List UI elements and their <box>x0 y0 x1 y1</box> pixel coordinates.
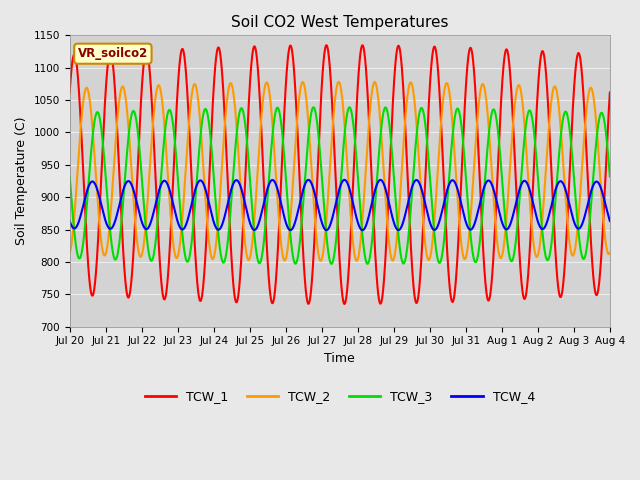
TCW_4 <box>273 184 281 190</box>
TCW_4 <box>340 177 348 183</box>
Line: TCW_1: TCW_1 <box>70 45 610 304</box>
Y-axis label: Soil Temperature (C): Soil Temperature (C) <box>15 117 28 245</box>
TCW_1 <box>296 190 304 195</box>
TCW_3 <box>296 236 304 241</box>
TCW_4 <box>127 181 135 187</box>
TCW_3 <box>328 261 335 267</box>
TCW_2 <box>66 250 74 256</box>
TCW_3 <box>538 218 545 224</box>
TCW_3 <box>346 104 353 110</box>
TCW_4 <box>66 218 74 224</box>
TCW_1 <box>273 264 281 270</box>
TCW_2 <box>335 79 342 84</box>
Title: Soil CO2 West Temperatures: Soil CO2 West Temperatures <box>231 15 449 30</box>
TCW_2 <box>127 163 135 169</box>
TCW_1 <box>340 301 348 307</box>
TCW_3 <box>159 146 167 152</box>
Text: VR_soilco2: VR_soilco2 <box>77 47 148 60</box>
TCW_4 <box>323 228 330 233</box>
TCW_1 <box>127 279 135 285</box>
Line: TCW_4: TCW_4 <box>70 180 610 230</box>
TCW_1 <box>606 90 614 96</box>
TCW_4 <box>538 226 545 231</box>
TCW_3 <box>606 174 614 180</box>
TCW_2 <box>538 227 545 233</box>
Line: TCW_2: TCW_2 <box>70 82 610 261</box>
TCW_2 <box>596 166 604 171</box>
TCW_3 <box>273 105 281 111</box>
TCW_1 <box>159 294 167 300</box>
TCW_2 <box>296 87 304 93</box>
TCW_3 <box>66 174 74 180</box>
TCW_1 <box>66 90 74 96</box>
Legend: TCW_1, TCW_2, TCW_3, TCW_4: TCW_1, TCW_2, TCW_3, TCW_4 <box>140 385 540 408</box>
TCW_4 <box>606 218 614 224</box>
TCW_2 <box>606 250 614 256</box>
TCW_3 <box>596 114 604 120</box>
TCW_4 <box>596 182 604 188</box>
TCW_2 <box>159 110 167 116</box>
TCW_1 <box>323 42 330 48</box>
TCW_4 <box>159 178 167 184</box>
X-axis label: Time: Time <box>324 352 355 365</box>
TCW_1 <box>538 50 545 56</box>
TCW_1 <box>596 276 604 281</box>
TCW_2 <box>273 186 281 192</box>
TCW_2 <box>353 258 360 264</box>
TCW_3 <box>127 113 135 119</box>
TCW_4 <box>296 199 304 204</box>
Line: TCW_3: TCW_3 <box>70 107 610 264</box>
